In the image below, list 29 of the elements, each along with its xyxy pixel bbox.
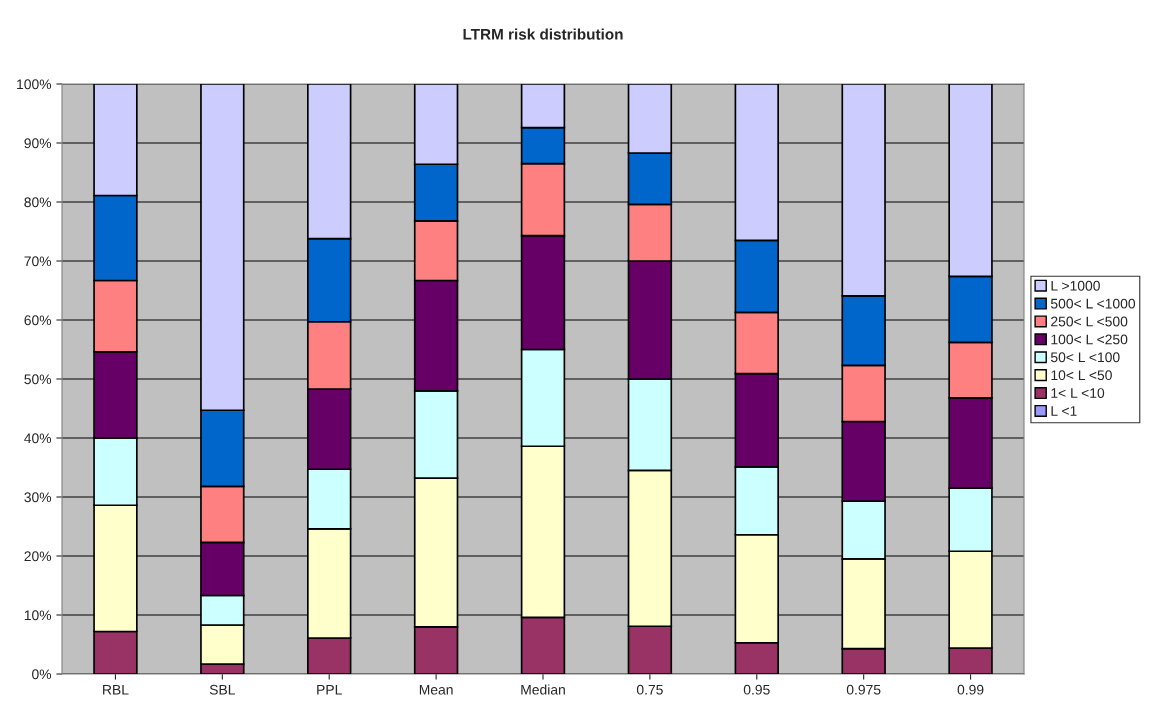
y-tick-label: 90% (24, 138, 52, 149)
x-tick-label: 0.975 (846, 684, 881, 695)
y-tick-label: 80% (24, 197, 52, 208)
y-tick-label: 30% (24, 492, 52, 503)
legend-label: 1< L <10 (1051, 388, 1105, 398)
y-tick-label: 40% (24, 433, 52, 444)
x-tick-label: PPL (317, 684, 342, 695)
x-tick-label: Median (521, 684, 565, 695)
x-tick-label: 0.99 (957, 684, 984, 695)
legend-label: 10< L <50 (1051, 370, 1112, 381)
y-tick-label: 20% (24, 551, 52, 562)
y-tick-label: 70% (24, 256, 52, 267)
legend-label: 50< L <100 (1050, 352, 1120, 363)
y-tick-label: 60% (24, 315, 52, 326)
y-tick-label: 10% (24, 610, 52, 621)
legend-label: L <1 (1051, 406, 1077, 416)
legend-label: 250< L <500 (1051, 316, 1128, 327)
legend-label: 100< L <250 (1051, 334, 1128, 345)
chart-title: LTRM risk distribution (463, 28, 623, 40)
x-tick-label: SBL (209, 684, 235, 695)
legend-label: 500< L <1000 (1050, 298, 1136, 309)
x-tick-label: RBL (103, 684, 129, 695)
y-tick-label: 50% (24, 374, 52, 385)
x-tick-label: 0.75 (636, 684, 663, 695)
legend-label: L >1000 (1051, 280, 1100, 291)
y-tick-label: 100% (17, 79, 52, 90)
x-tick-label: Mean (419, 684, 453, 695)
y-tick-label: 0% (32, 669, 52, 680)
x-tick-label: 0.95 (743, 684, 770, 695)
